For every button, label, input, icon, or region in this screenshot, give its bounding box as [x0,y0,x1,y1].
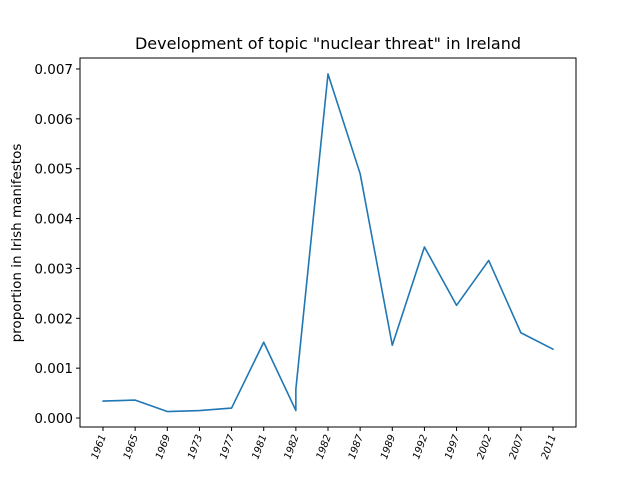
x-tick-label: 2007 [508,433,527,461]
y-tick-label: 0.006 [34,112,73,128]
series-line [102,73,554,413]
y-tick-label: 0.007 [34,62,73,78]
chart-title: Development of topic "nuclear threat" in… [135,34,521,53]
x-tick-label: 1982 [315,433,334,461]
x-tick-label: 2011 [540,433,559,461]
plot-area: 0.000 0.001 0.002 0.003 0.004 0.005 0.006 0.007… [34,57,577,461]
x-tick-label: 1965 [122,433,141,461]
axes-frame [79,57,577,428]
x-tick-label: 1997 [443,433,462,461]
x-tick-label: 1989 [379,433,398,461]
x-tick-label: 1961 [90,433,109,461]
x-tick-label: 1969 [154,433,173,461]
y-tick-label: 0.004 [34,212,73,228]
x-tick-label: 1982 [283,433,302,461]
y-axis-label: proportion in Irish manifestos [9,144,25,343]
y-tick-label: 0.002 [34,311,73,327]
y-tick-label: 0.000 [34,411,73,427]
y-tick-label: 0.005 [34,162,73,178]
x-tick-label: 1992 [411,433,430,461]
x-tick-label: 1973 [186,433,205,461]
y-tick-label: 0.003 [34,261,73,277]
x-tick-label: 1987 [347,433,366,461]
x-tick-label: 2002 [475,433,494,461]
y-tick-label: 0.001 [34,361,73,377]
x-tick-label: 1981 [250,433,269,461]
x-tick-label: 1977 [218,433,237,461]
